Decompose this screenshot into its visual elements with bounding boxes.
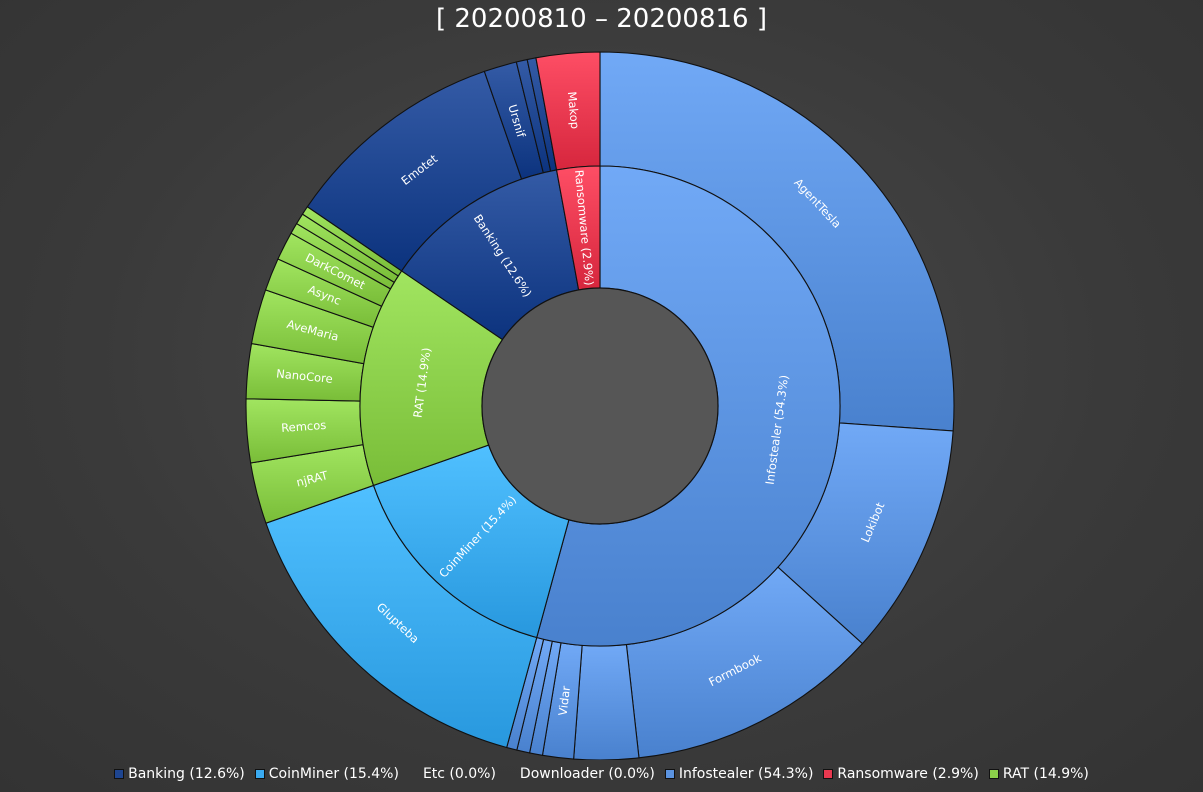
legend-item[interactable]: Ransomware (2.9%) — [823, 766, 979, 782]
legend-label: Infostealer (54.3%) — [678, 766, 814, 782]
legend-swatch — [409, 769, 419, 779]
legend-item[interactable]: Infostealer (54.3%) — [664, 766, 814, 782]
outer-ring — [245, 51, 955, 760]
chart-title: [ 20200810 – 20200816 ] — [435, 4, 768, 34]
legend-swatch — [254, 769, 265, 779]
segment-label-vidar: Vidar — [556, 685, 573, 717]
legend-item[interactable]: Banking (12.6%) — [114, 766, 245, 782]
legend-swatch — [823, 769, 834, 779]
legend-label: Banking (12.6%) — [128, 766, 245, 782]
center-hole — [481, 287, 719, 525]
legend-item[interactable]: Downloader (0.0%) — [506, 766, 655, 782]
legend-swatch — [988, 769, 999, 779]
legend-swatch — [664, 769, 675, 779]
legend-item[interactable]: Etc (0.0%) — [409, 766, 496, 782]
legend-label: Ransomware (2.9%) — [837, 766, 979, 782]
segment-label-nanocore: NanoCore — [276, 366, 334, 386]
legend-swatch — [506, 769, 516, 779]
sunburst-chart: Infostealer (54.3%)AgentTeslaLokibotForm… — [245, 51, 955, 760]
segment-label-remcos: Remcos — [281, 418, 327, 435]
legend-swatch — [114, 769, 125, 779]
legend-item[interactable]: CoinMiner (15.4%) — [254, 766, 399, 782]
legend: Banking (12.6%) CoinMiner (15.4%) Etc (0.0… — [0, 766, 1203, 782]
legend-label: Downloader (0.0%) — [519, 766, 655, 782]
legend-label: Etc (0.0%) — [422, 766, 496, 782]
legend-item[interactable]: RAT (14.9%) — [988, 766, 1089, 782]
legend-label: RAT (14.9%) — [1002, 766, 1089, 782]
legend-label: CoinMiner (15.4%) — [268, 766, 399, 782]
segment-label-makop: Makop — [565, 91, 582, 130]
